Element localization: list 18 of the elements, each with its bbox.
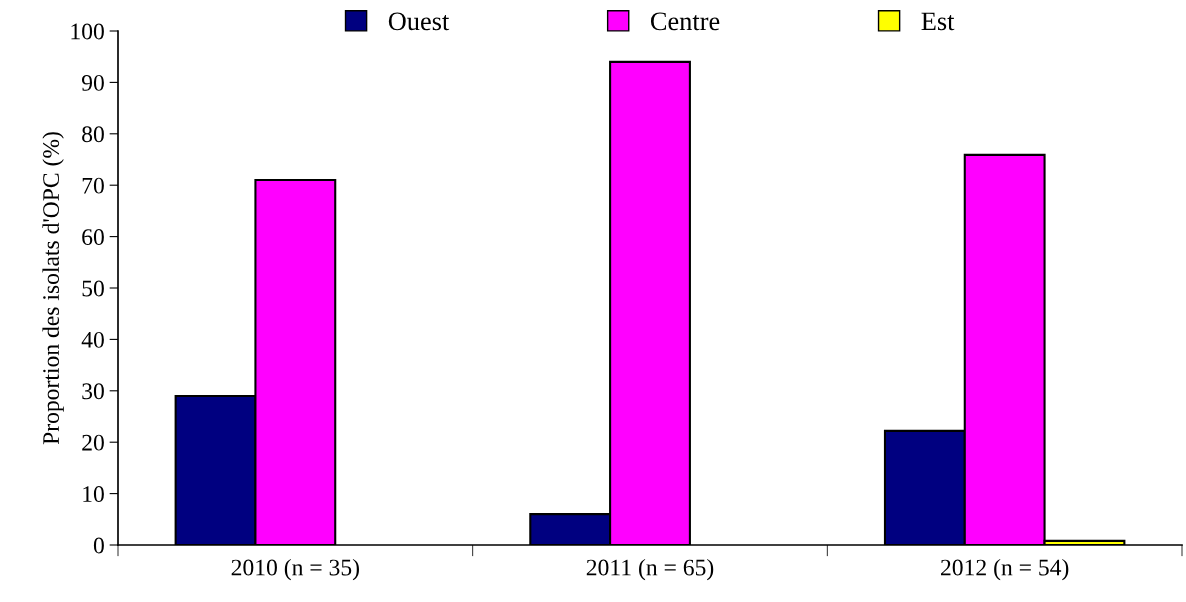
y-tick-label: 30: [82, 383, 104, 400]
y-tick-label: 0: [93, 537, 104, 554]
x-tick-label: 2011 (n = 65): [586, 558, 714, 581]
y-tick-label: 90: [81, 74, 104, 91]
x-tick-label: 2012 (n = 54): [941, 558, 1069, 581]
y-tick-label: 10: [83, 486, 104, 503]
y-tick-label: 40: [81, 331, 104, 348]
legend-label: Centre: [650, 12, 720, 31]
y-tick-label: 20: [82, 434, 104, 451]
y-tick-label: 80: [82, 126, 104, 143]
y-tick-label: 70: [82, 177, 104, 194]
x-tick-label: 2010 (n = 35): [231, 558, 359, 581]
y-tick-label: 50: [82, 280, 104, 297]
legend-label: Ouest: [388, 12, 450, 31]
legend-label: Est: [921, 12, 955, 31]
y-tick-label: 100: [71, 23, 104, 40]
y-axis-title: Proportion des isolats d'OPC (%): [42, 132, 64, 445]
y-tick-label: 60: [82, 229, 104, 246]
